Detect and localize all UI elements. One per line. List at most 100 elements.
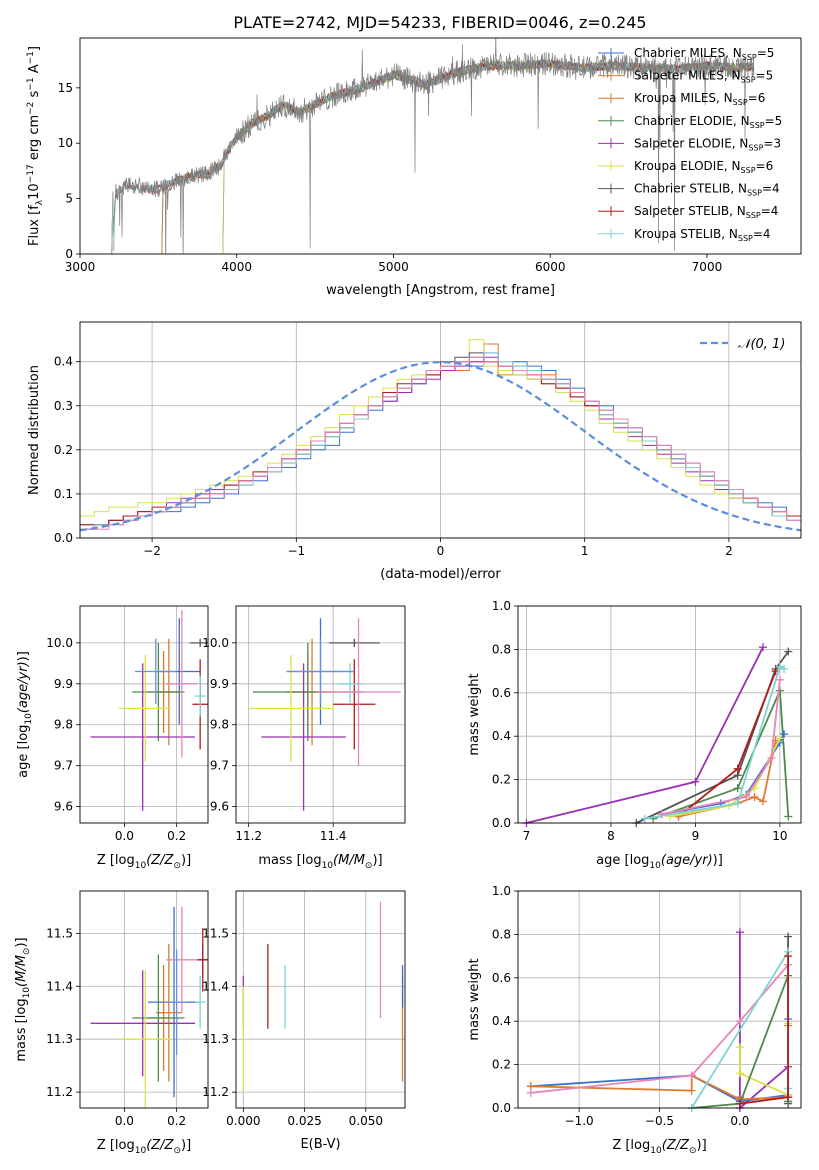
axis-label: Z [log10(Z/Z⊙)] xyxy=(612,1138,706,1156)
axes-frame xyxy=(517,890,802,1109)
weight-line xyxy=(530,964,789,1094)
y-tick-label: 0.6 xyxy=(492,971,511,985)
y-tick-label: 9.8 xyxy=(210,718,229,732)
y-tick-label: 0.8 xyxy=(492,927,511,941)
axis-label-part: mass [log xyxy=(14,998,29,1061)
x-tick-label: 6000 xyxy=(535,260,566,274)
x-tick-label: 9 xyxy=(692,829,700,843)
legend-sub: SSP xyxy=(747,189,762,198)
error-bars xyxy=(90,610,208,811)
model-spectrum-line xyxy=(161,59,755,254)
weight-line xyxy=(526,646,764,824)
y-tick-label: 0 xyxy=(65,247,73,261)
y-axis-label: age [log10(age/yr))] xyxy=(16,651,34,778)
model-spectrum-line xyxy=(161,59,755,254)
x-tick-label: −0.5 xyxy=(645,1114,674,1128)
axis-label-part: ⊙ xyxy=(173,861,181,871)
legend-label: Chabrier STELIB, NSSP=4 xyxy=(634,182,780,198)
legend-sub: SSP xyxy=(733,98,748,107)
axis-label: Z [log10(Z/Z⊙)] xyxy=(97,1138,191,1156)
axes-frame xyxy=(79,890,209,1109)
error-bars xyxy=(242,901,404,1093)
x-tick-label: 5000 xyxy=(378,260,409,274)
x-tick-label: 2 xyxy=(725,544,733,558)
axis-label-part: 10 xyxy=(135,1146,147,1156)
x-axis-label: age [log10(age/yr))] xyxy=(596,853,723,871)
weight-lines xyxy=(526,928,793,1112)
x-tick-label: 3000 xyxy=(65,260,96,274)
axis-label-part: )] xyxy=(181,1138,191,1153)
y-tick-label: 10 xyxy=(58,136,73,150)
legend-sub: SSP xyxy=(738,234,753,243)
axis-label-part: (Z/Z xyxy=(146,853,174,868)
legend-suffix: =5 xyxy=(757,46,775,60)
x-axis-label: E(B-V) xyxy=(300,1137,340,1152)
x-tick-label: 11.2 xyxy=(235,829,262,843)
error-bars xyxy=(90,906,208,1108)
x-tick-label: −1 xyxy=(287,544,305,558)
y-tick-label: 1.0 xyxy=(492,884,511,898)
y-tick-label: 0.6 xyxy=(492,686,511,700)
y-tick-label: 9.8 xyxy=(54,718,73,732)
z-vs-age-panel: 0.0 0.29.69.79.89.910.0Z [log10(Z/Z⊙)]age… xyxy=(16,605,209,871)
axis-label-part: ⊙ xyxy=(22,948,32,956)
y-axis-label-part: erg cm xyxy=(27,115,42,164)
axis-label-part: ⊙ xyxy=(689,1146,697,1156)
x-tick-label: 0.2 xyxy=(167,829,186,843)
axis-label: mass [log10(M/M⊙)] xyxy=(14,937,32,1061)
mass-vs-age-panel: 11.2 11.4 9.6 9.7 9.8 9.9 10.0 mass [log10(M/M⊙… xyxy=(202,605,406,871)
axes-frame xyxy=(235,605,406,824)
x-tick-label: 0.0 xyxy=(730,1114,749,1128)
x-tick-label: 0 xyxy=(437,544,445,558)
legend-text: Kroupa ELODIE, N xyxy=(634,159,741,173)
y-tick-label: 0.2 xyxy=(492,1058,511,1072)
axis-label: Z [log10(Z/Z⊙)] xyxy=(97,853,191,871)
y-axis-label: mass weight xyxy=(467,958,482,1040)
y-axis-label-part: −17 xyxy=(26,164,36,183)
y-tick-label: 11.2 xyxy=(46,1085,73,1099)
x-tick-label: 0.2 xyxy=(167,1114,186,1128)
legend-label: Kroupa ELODIE, NSSP=6 xyxy=(634,159,773,175)
x-tick-label: 4000 xyxy=(221,260,252,274)
legend-text: Salpeter ELODIE, N xyxy=(634,136,748,150)
x-tick-label: 0.050 xyxy=(349,1114,383,1128)
x-tick-label: 0.000 xyxy=(226,1114,260,1128)
legend-suffix: =4 xyxy=(761,204,779,218)
y-axis-label-part: −1 xyxy=(26,51,36,64)
weight-lines xyxy=(522,643,793,827)
y-axis-label-part: A xyxy=(27,64,42,77)
axis-label-part: 10 xyxy=(650,1146,662,1156)
y-axis-label-part: 10 xyxy=(27,183,42,200)
y-axis-label: mass weight xyxy=(467,673,482,755)
x-tick-label: 7 xyxy=(523,829,531,843)
legend-sub: SSP xyxy=(741,166,756,175)
legend-label: Kroupa STELIB, NSSP=4 xyxy=(634,227,771,243)
legend-suffix: =4 xyxy=(753,227,771,241)
y-axis-label-part: λ xyxy=(35,199,45,205)
x-tick-label: −2 xyxy=(143,544,161,558)
y-tick-label: 11.3 xyxy=(46,1032,73,1046)
y-tick-label: 9.7 xyxy=(210,759,229,773)
x-tick-label: 8 xyxy=(607,829,615,843)
z-vs-weight-panel: −1.0 −0.5 0.0 0.0 0.2 0.4 0.6 0.8 1.0 mass weight… xyxy=(467,884,802,1156)
y-tick-label: 11.4 xyxy=(46,979,73,993)
x-axis-label-part: age [log xyxy=(596,853,649,868)
legend-label: Salpeter MILES, NSSP=5 xyxy=(634,69,773,85)
x-axis-label-part: 10 xyxy=(649,861,661,871)
axis-label-part: (M/M xyxy=(14,955,29,987)
legend-sub: SSP xyxy=(748,143,763,152)
figure-title: PLATE=2742, MJD=54233, FIBERID=0046, z=0… xyxy=(233,13,646,32)
legend-text: Salpeter MILES, N xyxy=(634,69,741,83)
axis-label-part: (Z/Z xyxy=(146,1138,174,1153)
y-axis-label-part: (age/yr) xyxy=(16,661,31,713)
y-axis-label-part: −2 xyxy=(26,102,36,115)
y-tick-label: 5 xyxy=(65,192,73,206)
y-tick-label: 11.3 xyxy=(202,1032,229,1046)
y-tick-label: 0.3 xyxy=(54,399,73,413)
y-axis-label: Flux [fλ10−17 erg cm−2 s−1 A−1] xyxy=(26,46,45,246)
axis-label-part: (M/M xyxy=(333,853,365,868)
x-axis-label-part: )] xyxy=(713,853,723,868)
x-axis-label-part: (age/yr) xyxy=(661,853,713,868)
y-tick-label: 0.4 xyxy=(54,355,73,369)
